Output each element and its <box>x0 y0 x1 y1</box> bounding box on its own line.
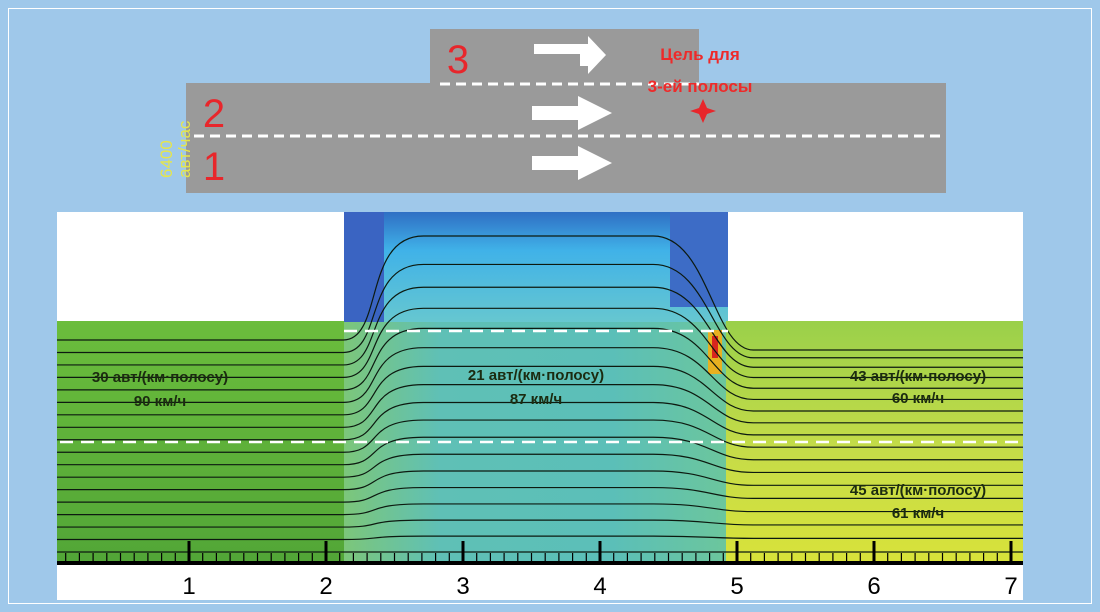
axis-tick-label: 1 <box>182 573 195 600</box>
streamline <box>57 327 1023 391</box>
zone-middle-speed: 87 км/ч <box>510 391 562 408</box>
arrow-right-lane2-icon <box>532 96 612 130</box>
streamline <box>57 470 1023 491</box>
streamline <box>57 235 1023 351</box>
axis-tick-label: 3 <box>456 573 469 600</box>
streamline <box>57 384 1023 428</box>
axis-tick-label: 5 <box>730 573 743 600</box>
axis-ticks: 1 2 3 4 5 6 7 <box>65 541 1018 600</box>
flow-plot: 30 авт/(км·полосу) 90 км/ч 21 авт/(км·по… <box>57 212 1023 600</box>
zone-right-lower-speed: 61 км/ч <box>892 505 944 522</box>
streamline <box>57 307 1023 379</box>
lane-2-number: 2 <box>203 92 225 136</box>
zone-middle-density: 21 авт/(км·полосу) <box>468 367 604 384</box>
streamlines <box>57 235 1023 553</box>
lane3-dark-right <box>670 212 728 307</box>
lane-1-number: 1 <box>203 145 225 189</box>
streamline <box>57 503 1023 516</box>
main-road <box>186 83 946 193</box>
streamline <box>57 263 1023 359</box>
streamline <box>57 535 1023 541</box>
streamline <box>57 347 1023 403</box>
merge-hotspot-core <box>712 336 718 358</box>
axis-tick-label: 2 <box>319 573 332 600</box>
zone-right-upper-speed: 60 км/ч <box>892 390 944 407</box>
target-label-line1: Цель для <box>660 45 740 64</box>
lane-3-road <box>430 29 699 84</box>
target-label-line2: 3-ей полосы <box>648 77 753 96</box>
road-schematic: 3 2 1 6400 авт/час Цель для 3-ей полосы <box>157 29 946 193</box>
streamline <box>57 486 1023 503</box>
flow-label-value: 6400 <box>157 140 176 178</box>
axis-band <box>57 562 1023 600</box>
streamline <box>57 453 1023 478</box>
lane3-dark-left <box>344 212 384 322</box>
flow-label: 6400 авт/час <box>157 120 194 178</box>
zone-right-upper-density: 43 авт/(км·полосу) <box>850 368 986 385</box>
zone-left-speed: 90 км/ч <box>134 393 186 410</box>
axis-tick-label: 6 <box>867 573 880 600</box>
streamline <box>57 519 1023 528</box>
streamline <box>57 419 1023 453</box>
turn-right-arrow-icon <box>534 36 606 74</box>
zone-left-density: 30 авт/(км·полосу) <box>92 369 228 386</box>
streamline <box>57 401 1023 441</box>
streamline <box>57 286 1023 368</box>
streamline <box>57 436 1023 466</box>
flow-label-unit: авт/час <box>175 120 194 178</box>
lane-3-number: 3 <box>447 38 469 82</box>
target-star-icon <box>690 99 716 123</box>
zone-right-lower-density: 45 авт/(км·полосу) <box>850 482 986 499</box>
axis-tick-label: 7 <box>1004 573 1017 600</box>
streamline <box>57 365 1023 416</box>
axis-tick-label: 4 <box>593 573 606 600</box>
arrow-right-lane1-icon <box>532 146 612 180</box>
